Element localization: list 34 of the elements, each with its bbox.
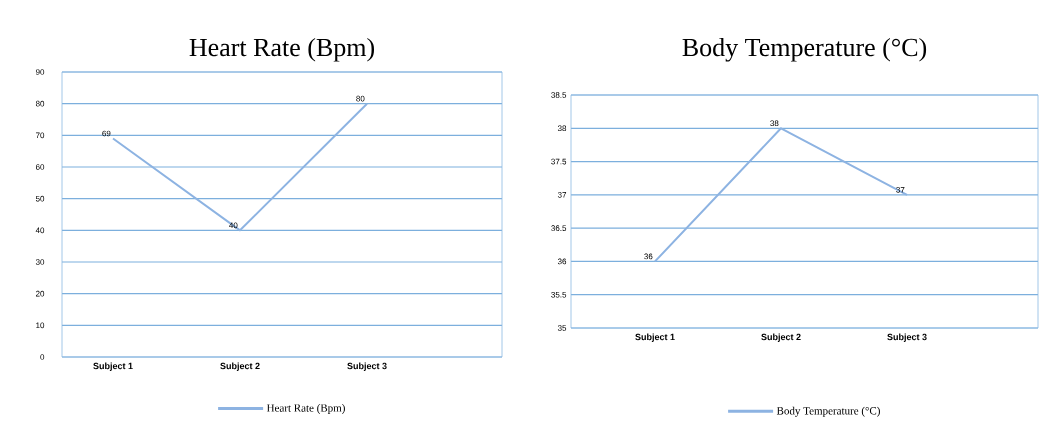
y-tick-label: 0 (40, 354, 45, 360)
data-label: 37 (896, 187, 905, 193)
y-tick-label: 38.5 (551, 92, 567, 98)
y-tick-label: 80 (35, 100, 45, 107)
x-tick-label: Subject 2 (761, 333, 801, 342)
x-tick-label: Subject 3 (347, 362, 387, 371)
y-tick-label: 90 (35, 69, 45, 75)
y-tick-label: 35 (557, 325, 567, 331)
x-tick-label: Subject 3 (887, 333, 927, 342)
chart-title: Body Temperature (°C) (682, 37, 927, 62)
x-tick-label: Subject 2 (220, 362, 260, 371)
y-tick-label: 50 (35, 195, 45, 202)
y-tick-label: 10 (36, 322, 45, 329)
y-tick-label: 35.5 (551, 291, 567, 298)
legend-label: Body Temperature (°C) (776, 406, 880, 417)
y-tick-label: 60 (35, 164, 45, 170)
y-tick-label: 38 (557, 125, 567, 132)
y-tick-label: 30 (35, 259, 45, 265)
data-label: 69 (102, 130, 111, 137)
x-tick-label: Subject 1 (93, 362, 133, 371)
data-label: 38 (770, 120, 779, 127)
data-label: 80 (356, 95, 365, 102)
data-label: 40 (229, 222, 238, 229)
chart-title: Heart Rate (Bpm) (189, 37, 375, 62)
y-tick-label: 36 (557, 258, 567, 265)
legend-label: Heart Rate (Bpm) (266, 403, 345, 414)
y-tick-label: 40 (35, 227, 45, 234)
x-tick-label: Subject 1 (635, 333, 675, 342)
y-tick-label: 20 (35, 290, 45, 297)
y-tick-label: 36.5 (551, 225, 567, 231)
y-tick-label: 37.5 (551, 158, 567, 165)
y-tick-label: 70 (35, 132, 45, 139)
y-tick-label: 37 (557, 192, 567, 198)
data-label: 36 (644, 253, 653, 260)
